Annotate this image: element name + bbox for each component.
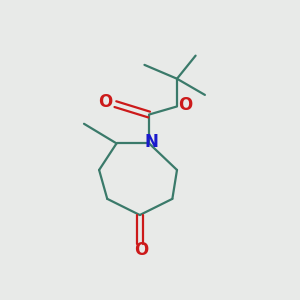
Text: N: N [144, 133, 158, 151]
Text: O: O [98, 93, 112, 111]
Text: O: O [178, 96, 192, 114]
Text: O: O [134, 241, 148, 259]
